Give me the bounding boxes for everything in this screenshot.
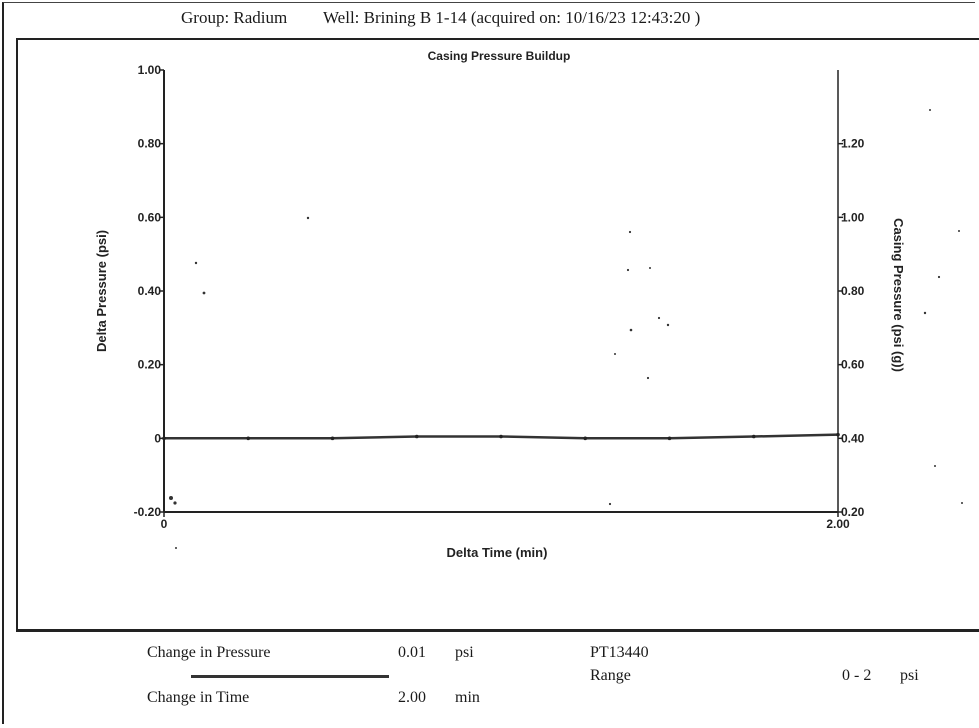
- range-unit: psi: [900, 667, 919, 684]
- series-point: [751, 434, 756, 439]
- change-in-time-value: 2.00: [398, 689, 426, 706]
- y2-tick-label: 0.80: [841, 284, 865, 298]
- y2-tick-label: 0.40: [841, 431, 865, 445]
- y-tick-label: 0: [154, 431, 161, 445]
- y2-axis-label: Casing Pressure (psi (g)): [891, 218, 906, 372]
- x-axis-ticks: 0 2.00: [161, 512, 850, 531]
- change-in-pressure-label: Change in Pressure: [147, 644, 271, 661]
- x-tick-label: 0: [161, 517, 168, 531]
- sensor-id: PT13440: [590, 644, 649, 661]
- y-axis-label: Delta Pressure (psi): [94, 230, 109, 352]
- series-point: [330, 436, 335, 441]
- group-label: Group: Radium: [181, 8, 288, 27]
- series-point: [414, 434, 419, 439]
- series-point: [162, 436, 166, 441]
- series-point: [499, 434, 503, 439]
- chart-frame: [16, 38, 979, 632]
- y2-tick-label: 0.60: [841, 358, 865, 372]
- change-in-time-unit: min: [455, 689, 480, 706]
- x-axis-label: Delta Time (min): [447, 545, 548, 560]
- change-in-pressure-value: 0.01: [398, 644, 426, 661]
- y2-tick-label: 0.20: [841, 505, 865, 519]
- change-in-time-label: Change in Time: [147, 689, 250, 706]
- series-point: [246, 436, 251, 441]
- y2-axis-ticks: 1.20 1.00 0.80 0.60 0.40 0.20: [838, 137, 865, 519]
- x-tick-label: 2.00: [826, 517, 850, 531]
- series-point: [836, 432, 840, 437]
- series-point: [583, 436, 588, 441]
- ratio-divider: [191, 675, 389, 678]
- y-tick-label: 0.60: [138, 210, 162, 224]
- y-tick-label: 1.00: [138, 63, 162, 77]
- y-tick-label: 0.80: [138, 137, 162, 151]
- y-axis-ticks: 1.00 0.80 0.60 0.40 0.20 0 -0.20: [134, 63, 164, 519]
- scan-noise: [169, 109, 963, 549]
- range-value: 0 - 2: [842, 667, 872, 684]
- y-tick-label: 0.40: [138, 284, 162, 298]
- series-point: [667, 436, 672, 441]
- series-layer: [162, 432, 840, 441]
- chart-title: Casing Pressure Buildup: [428, 49, 571, 63]
- y2-tick-label: 1.20: [841, 137, 865, 151]
- y-tick-label: -0.20: [134, 505, 162, 519]
- change-in-pressure-unit: psi: [455, 644, 474, 661]
- y2-tick-label: 1.00: [841, 210, 865, 224]
- y-tick-label: 0.20: [138, 358, 162, 372]
- well-label: Well: Brining B 1-14 (acquired on: 10/16…: [323, 8, 701, 27]
- range-label: Range: [590, 667, 631, 684]
